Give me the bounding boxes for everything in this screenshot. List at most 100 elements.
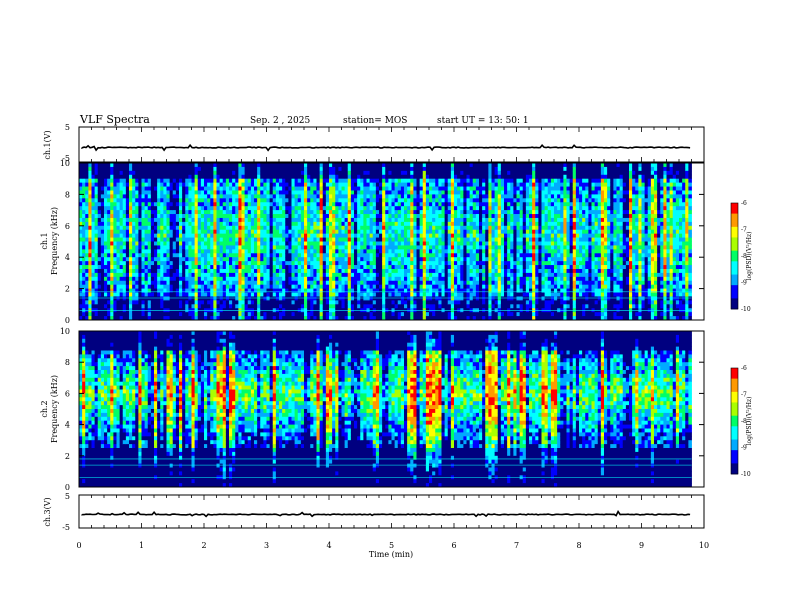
spectrogram-cell — [338, 210, 342, 215]
spectrogram-cell — [297, 268, 302, 274]
spectrogram-cell — [260, 237, 264, 242]
spectrogram-cell — [132, 280, 136, 286]
spectrogram-cell — [113, 198, 117, 203]
spectrogram-cell — [257, 202, 261, 207]
spectrogram-cell — [394, 198, 399, 203]
spectrogram-cell — [219, 190, 224, 195]
spectrogram-cell — [116, 182, 121, 187]
spectrogram-cell — [79, 202, 83, 207]
spectrogram-cell — [285, 261, 289, 266]
spectrogram-cell — [300, 304, 305, 309]
spectrogram-cell — [272, 178, 277, 184]
spectrogram-cell — [175, 304, 180, 309]
spectrogram-cell — [354, 194, 358, 199]
spectrogram-cell — [397, 174, 402, 180]
spectrogram-cell — [157, 206, 161, 211]
spectrogram-cell — [372, 253, 377, 258]
spectrogram-cell — [163, 276, 167, 282]
spectrogram-cell — [279, 284, 283, 290]
spectrogram-cell — [388, 214, 392, 219]
spectrogram-cell — [279, 186, 283, 191]
spectrogram-cell — [147, 288, 152, 293]
spectrogram-cell — [244, 304, 249, 309]
spectrogram-cell — [454, 268, 458, 274]
spectrogram-cell — [332, 206, 336, 211]
spectrogram-cell — [360, 190, 364, 195]
spectrogram-cell — [166, 257, 171, 262]
spectrogram-cell — [263, 163, 267, 168]
spectrogram-cell — [216, 233, 221, 238]
spectrogram-cell — [225, 253, 230, 258]
spectrogram-cell — [241, 304, 246, 309]
spectrogram-cell — [429, 186, 433, 191]
ch1-waveform-frame — [78, 126, 705, 163]
spectrogram-cell — [388, 261, 392, 266]
spectrogram-cell — [125, 249, 130, 254]
spectrogram-cell — [322, 190, 327, 195]
spectrogram-cell — [222, 170, 227, 176]
spectrogram-cell — [344, 237, 349, 242]
spectrogram-cell — [88, 249, 92, 254]
spectrogram-cell — [300, 245, 305, 250]
spectrogram-cell — [110, 178, 114, 184]
spectrogram-cell — [397, 300, 402, 305]
spectrogram-cell — [135, 166, 139, 172]
spectrogram-cell — [191, 268, 196, 274]
spectrogram-cell — [125, 253, 130, 258]
spectrogram-cell — [444, 288, 449, 293]
spectrogram-cell — [247, 284, 252, 290]
spectrogram-cell — [197, 182, 202, 187]
spectrogram-cell — [435, 221, 439, 227]
spectrogram-cell — [219, 178, 224, 184]
spectrogram-cell — [222, 198, 227, 203]
spectrogram-cell — [110, 272, 114, 278]
spectrogram-cell — [310, 261, 314, 266]
spectrogram-cell — [363, 166, 367, 172]
spectrogram-cell — [322, 257, 327, 262]
spectrogram-cell — [141, 249, 146, 254]
spectrogram-cell — [425, 241, 430, 246]
spectrogram-cell — [375, 225, 380, 231]
spectrogram-cell — [79, 284, 83, 290]
spectrogram-cell — [88, 174, 92, 180]
spectrogram-cell — [225, 276, 230, 282]
spectrogram-cell — [357, 249, 361, 254]
spectrogram-cell — [275, 304, 280, 309]
spectrogram-cell — [385, 194, 389, 199]
spectrogram-cell — [379, 163, 383, 168]
spectrogram-cell — [204, 225, 208, 231]
spectrogram-cell — [97, 202, 102, 207]
spectrogram-cell — [354, 276, 358, 282]
spectrogram-cell — [307, 166, 311, 172]
spectrogram-cell — [244, 166, 249, 172]
spectrogram-cell — [285, 166, 289, 172]
spectrogram-cell — [313, 194, 317, 199]
spectrogram-cell — [319, 202, 324, 207]
spectrogram-cell — [163, 280, 167, 286]
spectrogram-cell — [438, 300, 442, 305]
spectrogram-cell — [222, 174, 227, 180]
spectrogram-cell — [435, 233, 439, 238]
spectrogram-cell — [260, 257, 264, 262]
spectrogram-cell — [372, 284, 377, 290]
spectrogram-cell — [247, 257, 252, 262]
spectrogram-cell — [394, 300, 399, 305]
spectrogram-cell — [244, 265, 249, 270]
spectrogram-cell — [169, 194, 174, 199]
spectrogram-cell — [97, 233, 102, 238]
spectrogram-cell — [329, 268, 333, 274]
spectrogram-cell — [272, 217, 277, 223]
spectrogram-cell — [432, 186, 436, 191]
spectrogram-cell — [172, 265, 177, 270]
spectrogram-cell — [338, 249, 342, 254]
spectrogram-cell — [207, 304, 211, 309]
spectrogram-cell — [257, 190, 261, 195]
spectrogram-cell — [438, 257, 442, 262]
spectrogram-cell — [288, 241, 292, 246]
spectrogram-cell — [435, 296, 439, 301]
spectrogram-cell — [263, 170, 267, 176]
spectrogram-cell — [247, 166, 252, 172]
spectrogram-cell — [404, 174, 408, 180]
spectrogram-cell — [229, 190, 233, 195]
spectrogram-cell — [160, 253, 164, 258]
